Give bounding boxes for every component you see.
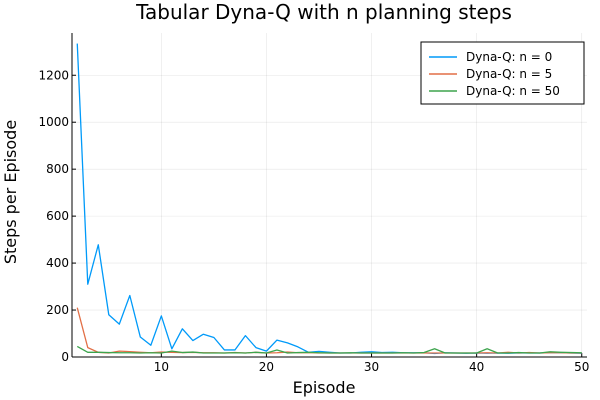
chart-title: Tabular Dyna-Q with n planning steps xyxy=(135,0,512,24)
x-tick-label: 40 xyxy=(469,360,484,374)
y-tick-label: 800 xyxy=(46,162,69,176)
x-tick-label: 20 xyxy=(259,360,274,374)
y-tick-label: 600 xyxy=(46,209,69,223)
x-axis-label: Episode xyxy=(293,378,356,397)
y-tick-label: 400 xyxy=(46,256,69,270)
y-tick-label: 0 xyxy=(61,350,69,364)
y-tick-label: 200 xyxy=(46,303,69,317)
y-tick-label: 1000 xyxy=(38,115,69,129)
series-lines xyxy=(76,43,582,355)
x-tick-label: 50 xyxy=(574,360,589,374)
legend-label-1: Dyna-Q: n = 5 xyxy=(466,67,552,81)
series-line-2 xyxy=(76,345,582,354)
y-axis-label: Steps per Episode xyxy=(1,120,20,264)
axes: 10 20 30 40 50 0 200 400 600 800 1000 1200 xyxy=(38,33,589,374)
y-tick-label: 1200 xyxy=(38,68,69,82)
grid xyxy=(72,33,587,358)
x-tick-label: 10 xyxy=(154,360,169,374)
legend-label-2: Dyna-Q: n = 50 xyxy=(466,84,560,98)
legend-label-0: Dyna-Q: n = 0 xyxy=(466,50,552,64)
x-tick-label: 30 xyxy=(364,360,379,374)
legend: Dyna-Q: n = 0 Dyna-Q: n = 5 Dyna-Q: n = 50 xyxy=(420,41,585,105)
legend-box xyxy=(420,41,585,105)
